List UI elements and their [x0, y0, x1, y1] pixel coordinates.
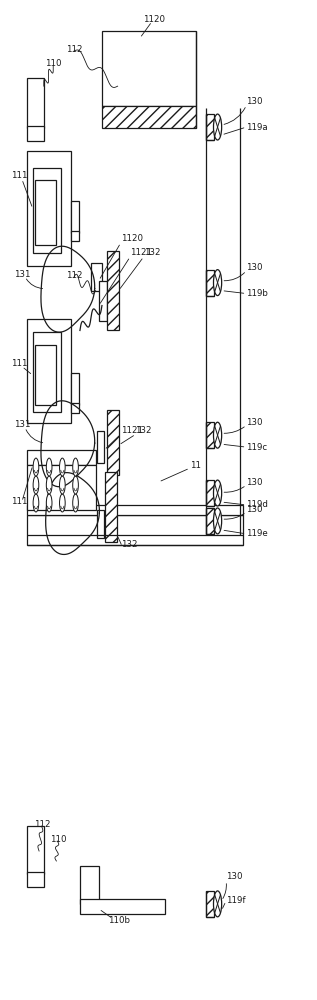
Bar	[105, 472, 117, 542]
Text: 119a: 119a	[247, 123, 268, 132]
Bar	[80, 866, 99, 904]
Text: 110b: 110b	[108, 916, 130, 925]
Text: 131: 131	[14, 270, 30, 279]
Text: 11: 11	[190, 461, 201, 470]
Bar	[27, 151, 70, 266]
Bar	[27, 872, 44, 887]
Circle shape	[46, 476, 52, 494]
Bar	[70, 231, 79, 241]
Bar	[35, 345, 56, 405]
Circle shape	[46, 494, 52, 512]
Text: 119e: 119e	[247, 529, 268, 538]
Bar	[97, 431, 104, 463]
Bar	[206, 891, 214, 917]
Circle shape	[213, 480, 222, 506]
Bar	[27, 319, 70, 423]
Text: 119c: 119c	[247, 443, 268, 452]
Bar	[102, 31, 196, 106]
Text: 130: 130	[247, 505, 263, 514]
Circle shape	[213, 891, 222, 917]
Bar	[206, 114, 214, 140]
Bar	[107, 251, 119, 330]
Bar	[27, 465, 96, 510]
Bar	[206, 422, 214, 448]
Bar	[33, 168, 61, 253]
Bar	[27, 826, 44, 874]
Text: 111: 111	[11, 171, 27, 180]
Text: 130: 130	[247, 478, 263, 487]
Circle shape	[60, 476, 65, 494]
Text: 112: 112	[34, 820, 51, 829]
Text: 111: 111	[11, 359, 27, 368]
Text: 131: 131	[14, 420, 30, 429]
Bar	[70, 403, 79, 413]
Bar	[102, 106, 196, 128]
Text: 132: 132	[121, 540, 137, 549]
Circle shape	[73, 494, 78, 512]
Bar	[107, 410, 119, 475]
Bar	[27, 515, 243, 545]
Circle shape	[213, 270, 222, 296]
Bar	[27, 78, 44, 128]
Text: 132: 132	[144, 248, 160, 257]
Circle shape	[46, 458, 52, 476]
Bar	[80, 899, 165, 914]
Text: 132: 132	[135, 426, 152, 435]
Text: 130: 130	[247, 263, 263, 272]
Text: 130: 130	[247, 418, 263, 427]
Bar	[206, 270, 214, 296]
Text: 111: 111	[11, 497, 27, 506]
Bar	[99, 281, 107, 320]
Bar	[91, 263, 102, 291]
Text: 112: 112	[66, 45, 82, 54]
Bar	[27, 450, 96, 465]
Circle shape	[60, 494, 65, 512]
Text: 130: 130	[247, 97, 263, 106]
Text: 119d: 119d	[247, 500, 268, 509]
Bar	[35, 180, 56, 245]
Circle shape	[213, 508, 222, 534]
Circle shape	[33, 458, 39, 476]
Circle shape	[73, 458, 78, 476]
Circle shape	[213, 114, 222, 140]
Bar	[27, 505, 243, 515]
Circle shape	[213, 422, 222, 448]
Bar	[70, 373, 79, 405]
Circle shape	[33, 476, 39, 494]
Bar	[70, 201, 79, 233]
Text: 130: 130	[226, 872, 243, 881]
Bar	[97, 510, 104, 538]
Text: 1120: 1120	[121, 234, 143, 243]
Circle shape	[60, 458, 65, 476]
Bar	[27, 126, 44, 141]
Circle shape	[73, 476, 78, 494]
Text: 119f: 119f	[226, 896, 246, 905]
Bar	[33, 332, 61, 412]
Text: 119b: 119b	[247, 289, 268, 298]
Bar	[206, 508, 214, 534]
Text: 112: 112	[66, 271, 82, 280]
Text: 1121: 1121	[121, 426, 143, 435]
Text: 110: 110	[45, 59, 62, 68]
Bar	[206, 480, 214, 506]
Circle shape	[33, 494, 39, 512]
Text: 1121: 1121	[130, 248, 152, 257]
Text: 110: 110	[50, 835, 67, 844]
Text: 1120: 1120	[143, 15, 165, 24]
